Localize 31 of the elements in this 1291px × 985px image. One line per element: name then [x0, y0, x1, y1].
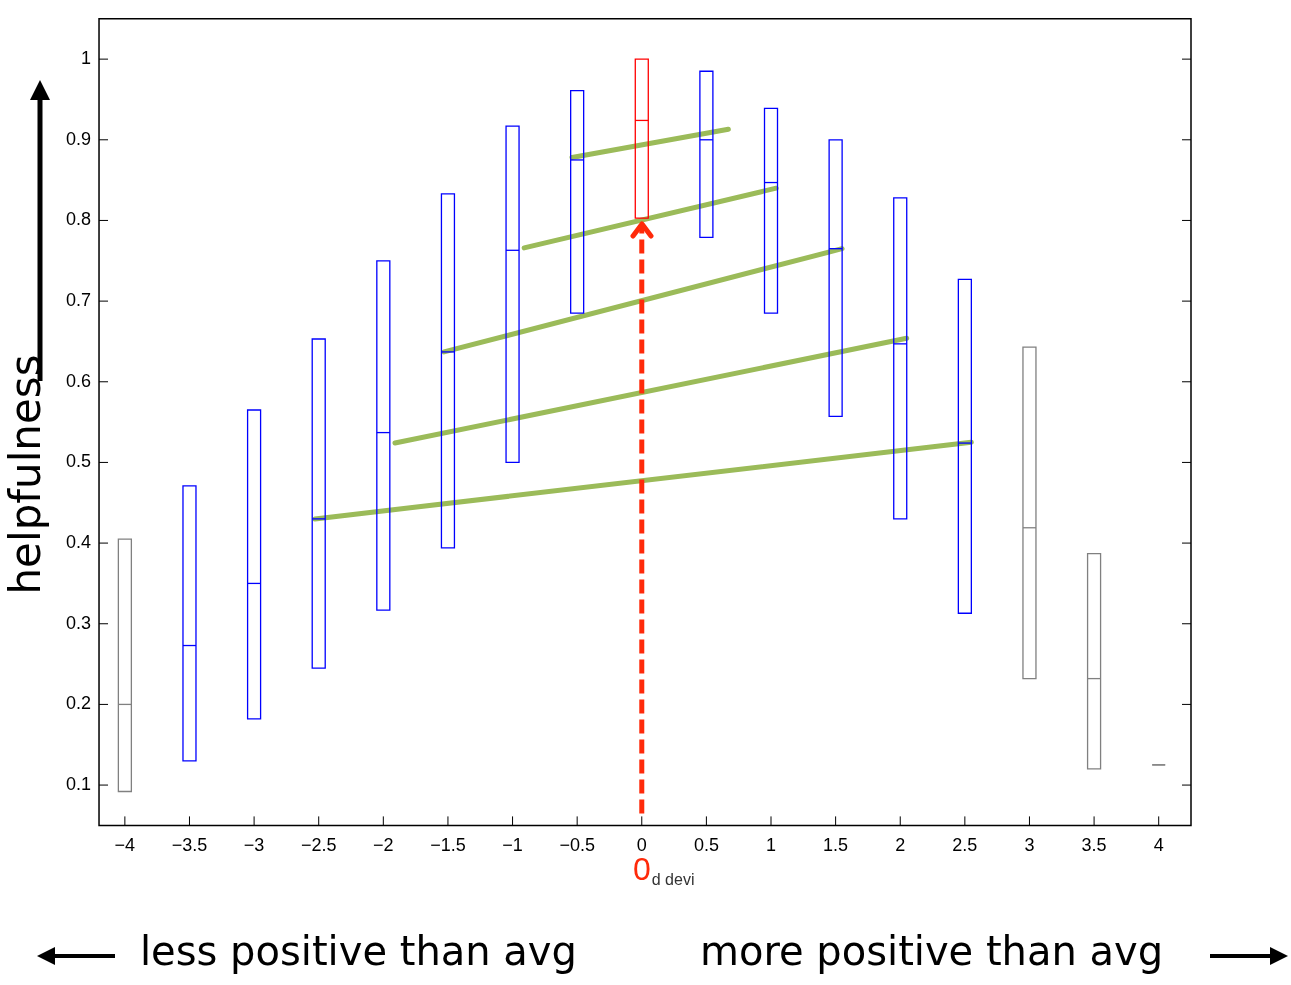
x-tick-label: −3 [243, 835, 265, 856]
x-tick-label: −1.5 [430, 835, 466, 856]
y-tick-label: 0.7 [65, 290, 92, 311]
x-tick-label: 0 [636, 835, 647, 856]
y-tick-label: 0.8 [65, 209, 92, 230]
x-tick-label: 3.5 [1081, 835, 1107, 856]
x-tick-label: −2 [373, 835, 394, 856]
x-tick-label: 1.5 [823, 835, 849, 856]
y-tick-label: 0.6 [65, 370, 92, 391]
x-tick-label: −2.5 [300, 835, 337, 856]
x-tick-label: −0.5 [559, 835, 595, 856]
x-tick-label: 4 [1153, 835, 1164, 856]
x-tick-label: 1 [766, 835, 777, 856]
x-axis-title: d devi [651, 871, 695, 890]
text: less positive than avg [140, 928, 577, 974]
x-tick-label: −4 [114, 835, 136, 856]
x-tick-label: 2.5 [952, 835, 978, 856]
y-tick-label: 0.9 [65, 128, 92, 149]
x-tick-label: 0.5 [693, 835, 719, 856]
y-tick-label: 0.3 [65, 612, 92, 633]
y-tick-label: 0.4 [65, 532, 92, 553]
x-tick-label: 2 [895, 835, 906, 856]
y-tick-label: 1 [81, 48, 92, 69]
text: more positive than avg [700, 928, 1164, 974]
y-tick-label: 0.2 [65, 693, 92, 714]
x-tick-label: −3.5 [171, 835, 208, 856]
y-tick-label: 0.1 [65, 774, 92, 795]
x-tick-label: 3 [1024, 835, 1035, 856]
y-tick-label: 0.5 [65, 451, 92, 472]
x-tick-label: −1 [502, 835, 523, 856]
y-axis-title: helpfulness [0, 354, 50, 595]
